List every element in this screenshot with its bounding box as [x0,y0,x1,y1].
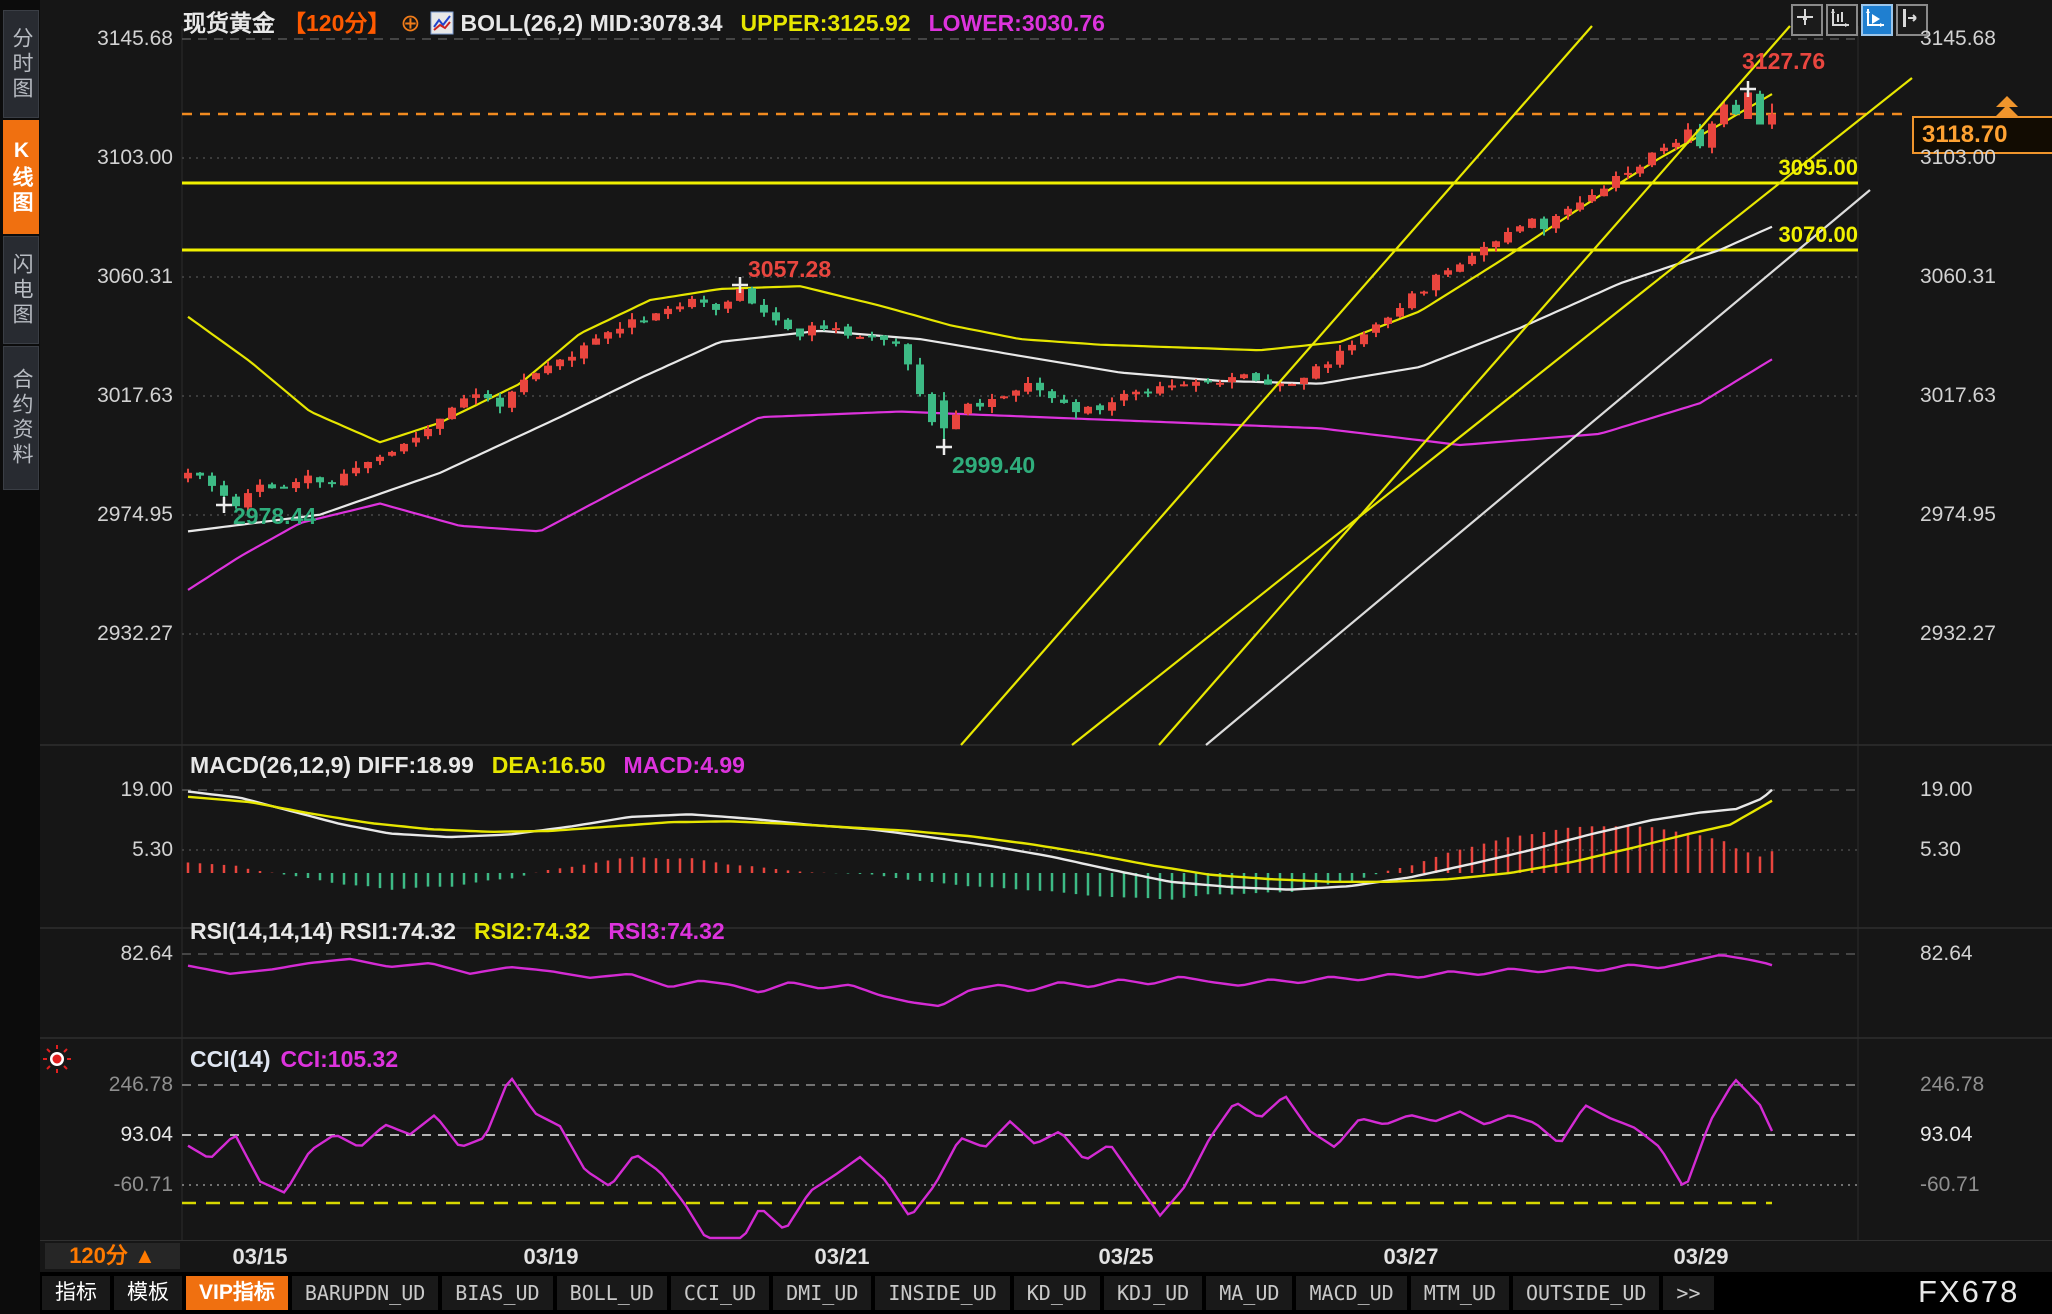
axis-play-icon[interactable] [1861,4,1893,36]
price-level-label: 3095.00 [1778,155,1858,180]
symbol-title: 现货黄金 [183,10,275,36]
tab-ma_ud[interactable]: MA_UD [1206,1276,1293,1310]
y-axis-label: 82.64 [1920,942,1973,965]
tab-cci_ud[interactable]: CCI_UD [670,1276,770,1310]
sidebar-item-1[interactable]: K线图 [3,120,39,234]
x-axis-tick: 03/27 [1383,1244,1439,1269]
cci-title: CCI(14) [190,1046,271,1072]
x-axis-tick: 03/15 [232,1244,288,1269]
macd-title: MACD(26,12,9) DIFF:18.99 [190,752,474,778]
tab-kd_ud[interactable]: KD_UD [1013,1276,1100,1310]
y-axis-label: 82.64 [120,942,173,965]
date-axis-row: 120分 ▲ 03/15 03/19 03/21 03/25 03/27 03/29 [40,1240,2052,1273]
boll-label: BOLL(26,2) MID:3078.34 [460,10,723,36]
tab-dmi_ud[interactable]: DMI_UD [773,1276,872,1310]
y-axis-label: 246.78 [1920,1073,1985,1096]
y-axis-label: 2932.27 [97,622,173,645]
panel-shift-icon[interactable] [1896,4,1928,36]
add-indicator-icon[interactable]: ⊕ [400,10,421,37]
y-axis-label: 93.04 [1920,1123,1973,1146]
tab-inside_ud[interactable]: INSIDE_UD [875,1276,1010,1310]
chart-header: 现货黄金 【120分】 ⊕ BOLL(26,2) MID:3078.34 UPPER:3… [183,4,1105,41]
boll-lower-value: LOWER:3030.76 [928,10,1105,36]
y-axis-label: 3017.63 [1920,384,1996,407]
y-axis-label: 3060.31 [97,265,173,288]
tab-[interactable]: >> [1663,1276,1714,1310]
y-axis-label: 5.30 [1920,838,1961,861]
y-axis-label: 3103.00 [1920,146,1996,169]
live-alert-icon[interactable] [42,1044,72,1079]
y-axis-label: 3145.68 [1920,27,1996,50]
chart-toolbar [1788,4,1928,36]
x-axis-tick: 03/25 [1098,1244,1154,1269]
mini-chart-icon[interactable] [430,11,454,41]
price-annotation: 3127.76 [1742,48,1826,74]
rsi3-value: RSI3:74.32 [608,918,725,944]
period-label[interactable]: 【120分】 [283,10,391,36]
y-axis-label: 5.30 [132,838,173,861]
price-annotation: 2978.44 [233,503,317,529]
x-axis-tick: 03/19 [523,1244,579,1269]
sidebar-item-0[interactable]: 分时图 [3,10,39,118]
tab-kdj_ud[interactable]: KDJ_UD [1103,1276,1203,1310]
y-axis-label: 3017.63 [97,384,173,407]
tab-outside_ud[interactable]: OUTSIDE_UD [1512,1276,1660,1310]
y-axis-label: 3103.00 [97,146,173,169]
y-axis-label: 246.78 [108,1073,173,1096]
price-annotation: 3057.28 [748,256,832,282]
axis-chart-icon[interactable] [1826,4,1858,36]
tab-[interactable]: 模板 [114,1276,182,1310]
double-up-arrow-icon [1996,105,2018,116]
double-up-arrow-icon [1996,96,2018,107]
y-axis-label: 2932.27 [1920,622,1996,645]
move-icon[interactable] [1791,4,1823,36]
tab-macd_ud[interactable]: MACD_UD [1296,1276,1407,1310]
y-axis-label: -60.71 [113,1173,173,1196]
current-price-value: 3118.70 [1922,121,2008,148]
tab-mtm_ud[interactable]: MTM_UD [1410,1276,1509,1310]
period-selector[interactable]: 120分 ▲ [45,1243,180,1269]
macd-panel-header: MACD(26,12,9) DIFF:18.99 DEA:16.50 MACD:4.… [190,752,745,779]
macd-value: MACD:4.99 [623,752,745,778]
tab-[interactable]: 指标 [42,1276,110,1310]
boll-upper-value: UPPER:3125.92 [740,10,911,36]
price-level-label: 3070.00 [1778,222,1858,247]
x-axis-tick: 03/29 [1673,1244,1729,1269]
y-axis-label: 2974.95 [1920,503,1996,526]
price-annotation: 2999.40 [952,452,1036,478]
tab-barupdn_ud[interactable]: BARUPDN_UD [291,1276,439,1310]
y-axis-label: 93.04 [120,1123,173,1146]
y-axis-label: 19.00 [1920,778,1973,801]
rsi-title: RSI(14,14,14) RSI1:74.32 [190,918,456,944]
y-axis-label: 2974.95 [97,503,173,526]
y-axis-label: 3145.68 [97,27,173,50]
indicator-tab-bar: 指标 模板 VIP指标 BARUPDN_UD BIAS_UD BOLL_UD CCI_UD D… [40,1272,2052,1314]
tab-vip[interactable]: VIP指标 [186,1276,288,1310]
rsi2-value: RSI2:74.32 [473,918,591,944]
macd-dea-value: DEA:16.50 [491,752,606,778]
current-price-badge: 3118.70 [1912,116,2052,154]
cci-panel-header: CCI(14) CCI:105.32 [190,1046,398,1073]
y-axis-label: 19.00 [120,778,173,801]
cci-value: CCI:105.32 [280,1046,399,1072]
chart-type-sidebar: 分时图 K线图 闪电图 合约资料 [0,0,40,1314]
y-axis-label: 3060.31 [1920,265,1996,288]
x-axis-tick: 03/21 [814,1244,870,1269]
y-axis-label: -60.71 [1920,1173,1980,1196]
rsi-panel-header: RSI(14,14,14) RSI1:74.32 RSI2:74.32 RSI3:7… [190,918,725,945]
tab-boll_ud[interactable]: BOLL_UD [556,1276,667,1310]
tab-bias_ud[interactable]: BIAS_UD [442,1276,553,1310]
watermark: FX678 [1918,1274,2020,1309]
sidebar-item-3[interactable]: 合约资料 [3,346,39,490]
sidebar-item-2[interactable]: 闪电图 [3,236,39,344]
